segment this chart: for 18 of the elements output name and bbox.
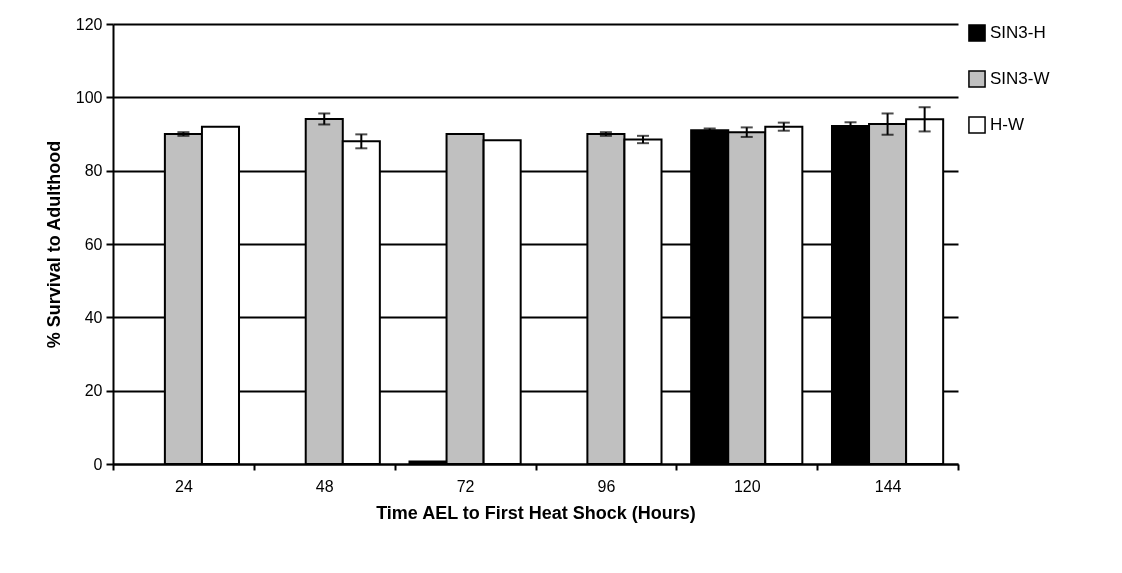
x-tick-label: 144: [874, 477, 902, 495]
y-tick-label: 0: [93, 455, 103, 473]
legend-label: SIN3-W: [990, 69, 1050, 88]
legend-label: SIN3-H: [990, 23, 1046, 42]
x-tick-label: 120: [733, 477, 761, 495]
y-tick-label: 60: [84, 235, 103, 253]
x-tick-label: 72: [456, 477, 475, 495]
y-tick-label: 20: [84, 382, 103, 400]
y-tick-label: 120: [75, 15, 103, 33]
legend-label: H-W: [990, 115, 1024, 134]
y-tick-label: 100: [75, 88, 103, 106]
y-axis-title: % Survival to Adulthood: [43, 140, 64, 349]
y-tick-label: 80: [84, 162, 103, 180]
x-tick-label: 48: [315, 477, 334, 495]
x-axis-title: Time AEL to First Heat Shock (Hours): [376, 502, 696, 523]
y-tick-label: 40: [84, 308, 103, 326]
x-tick-label: 24: [175, 477, 193, 495]
x-tick-label: 96: [597, 477, 616, 495]
